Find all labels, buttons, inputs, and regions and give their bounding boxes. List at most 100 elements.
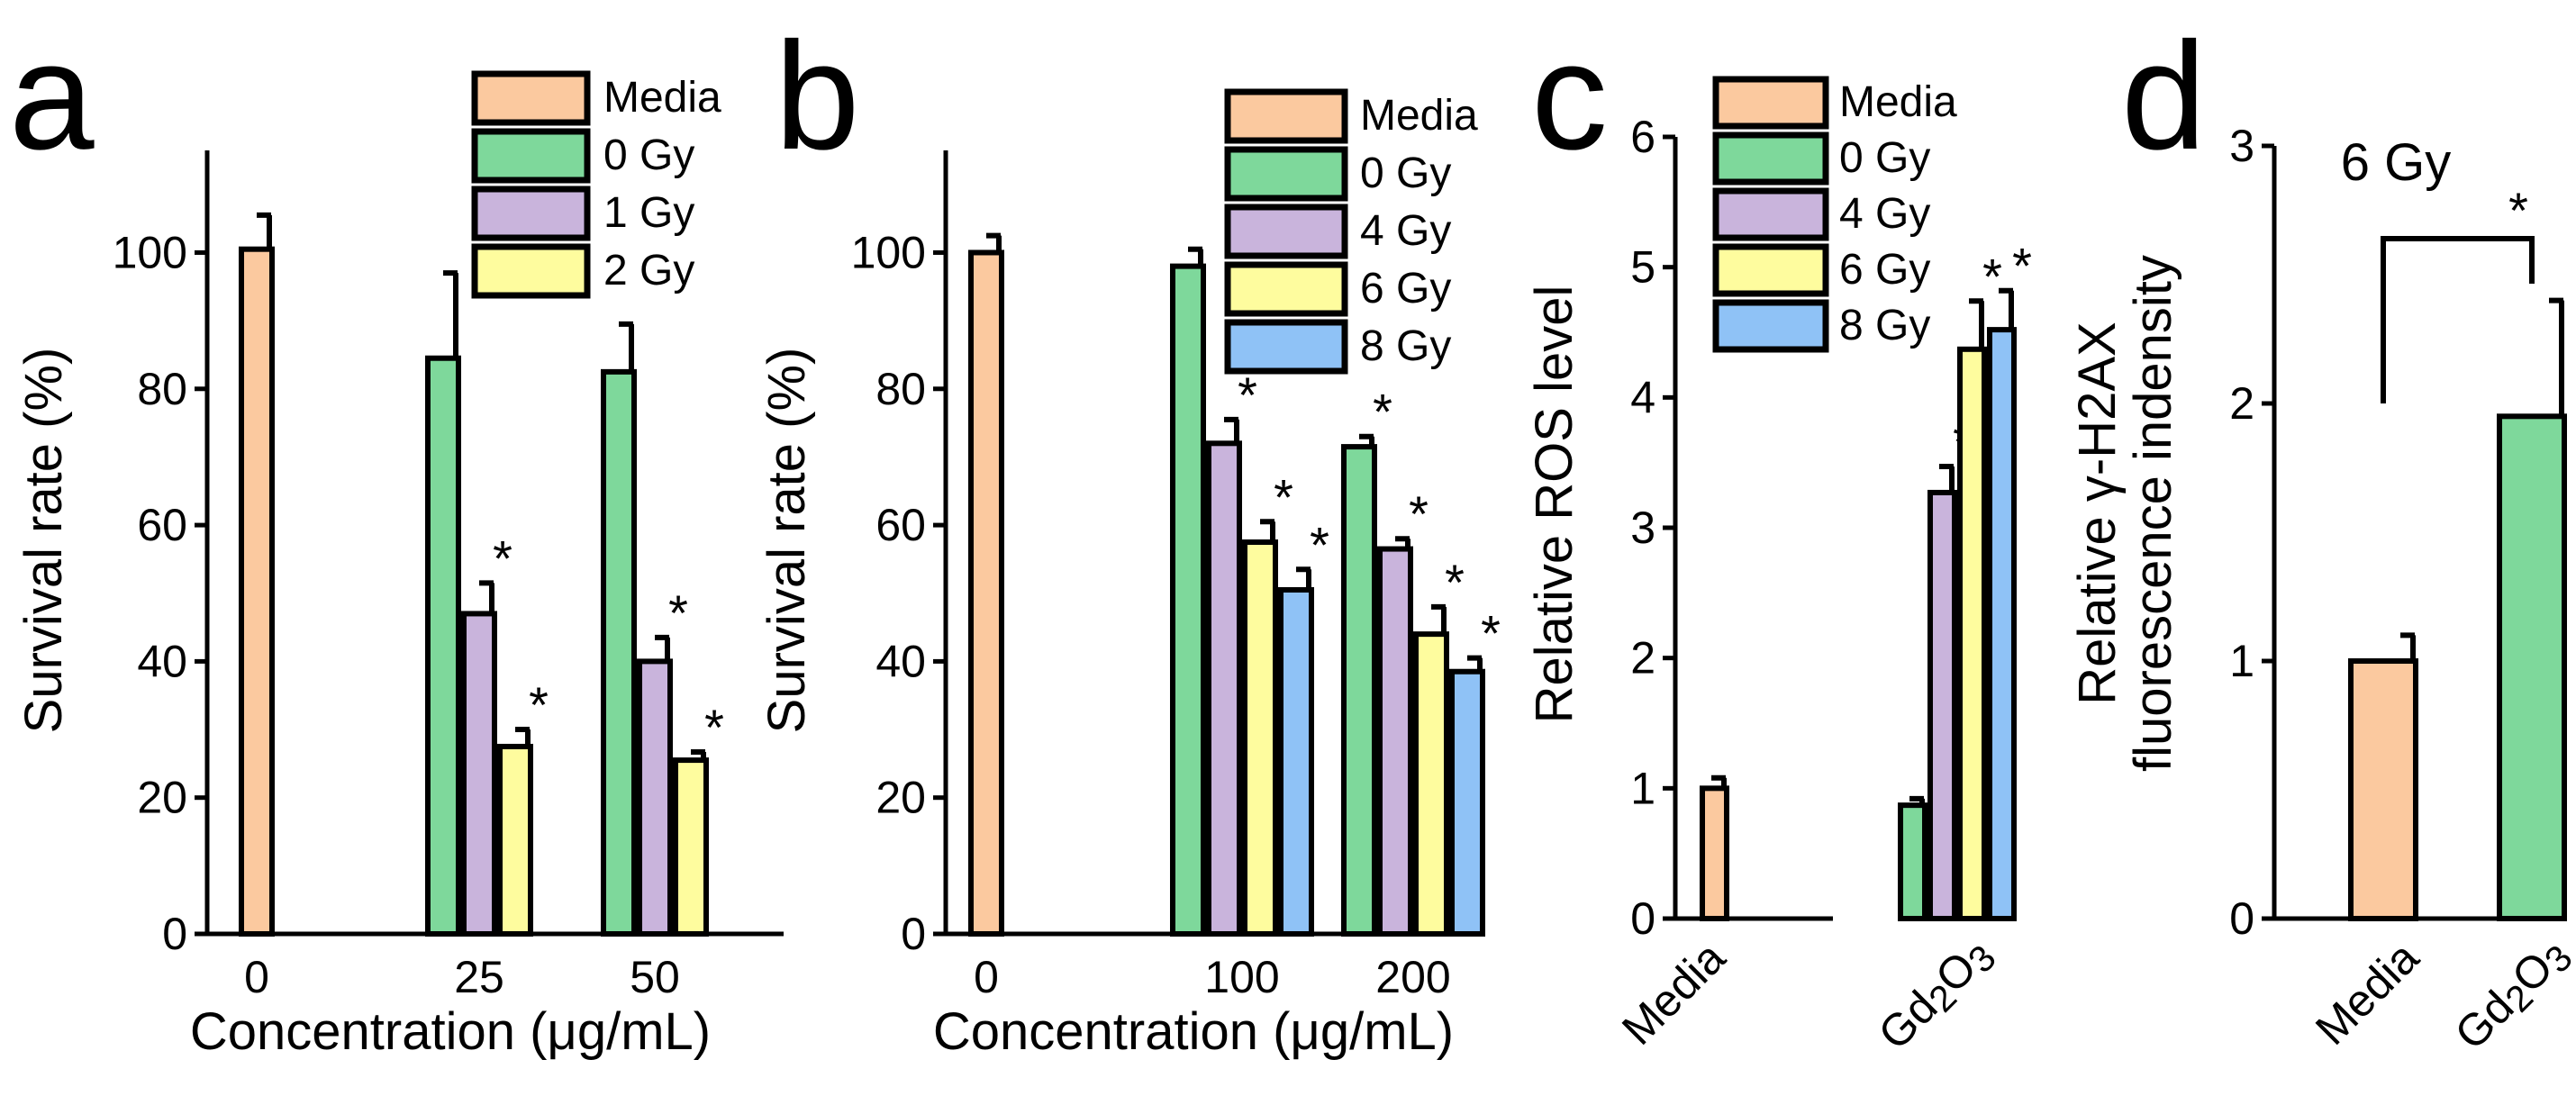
y-tick-label: 0	[162, 909, 187, 959]
error-bar	[1395, 536, 1410, 549]
significance-star: *	[1274, 468, 1293, 525]
legend-label: 0 Gy	[1839, 134, 1930, 182]
legend: Media 0 Gy 4 Gy 6 Gy 8 Gy	[1224, 88, 1478, 375]
legend-label: 6 Gy	[1360, 265, 1451, 312]
x-tick-label: Media	[2306, 932, 2428, 1055]
error-bar	[1939, 464, 1955, 493]
bar-media	[239, 246, 275, 937]
y-axis-label: Relative ROS level	[1525, 285, 1583, 724]
legend-label: Media	[1839, 78, 1957, 126]
panel-a: a 0 20 40 60 80 100 Survival rate (%) 0 * * 25 * * 50C…	[9, 11, 784, 1061]
x-tick-label: 0	[974, 952, 999, 1002]
bar-4-gy	[1206, 440, 1242, 937]
y-tick-label: 80	[137, 364, 187, 414]
bar-0-gy	[2497, 413, 2567, 921]
y-tick-label: 5	[1630, 242, 1655, 293]
x-tick-label: 100	[1204, 952, 1279, 1002]
legend-swatch	[1712, 131, 1829, 186]
chart-title: 6 Gy	[2341, 133, 2452, 192]
bar-0-gy	[1341, 444, 1377, 937]
significance-star: *	[1310, 516, 1329, 573]
significance-star: *	[668, 584, 688, 641]
error-bar	[2400, 632, 2416, 661]
y-tick-label: 20	[875, 773, 926, 823]
bar-1-gy	[461, 611, 497, 937]
significance-star: *	[2012, 238, 2032, 294]
bar-2-gy	[497, 743, 533, 937]
y-tick-label: 6	[1630, 112, 1655, 162]
panel-letter-a: a	[9, 11, 95, 182]
error-bar	[1359, 433, 1374, 448]
bar-8-gy	[1449, 668, 1485, 937]
legend-label: 0 Gy	[603, 131, 694, 179]
legend-label: 8 Gy	[1839, 302, 1930, 349]
legend-swatch	[471, 70, 591, 126]
error-bar	[655, 634, 670, 662]
legend-swatch	[1224, 146, 1348, 202]
legend-label: 1 Gy	[603, 189, 694, 237]
bar-6-gy	[1957, 346, 1987, 922]
error-bar	[479, 580, 494, 614]
legend-swatch	[1712, 76, 1829, 130]
y-axis-label: Relative γ-H2AX	[2068, 322, 2127, 704]
error-bar	[515, 727, 531, 747]
legend-label: 8 Gy	[1360, 322, 1451, 370]
bar-8-gy	[1987, 327, 2017, 921]
y-tick-label: 0	[901, 909, 926, 959]
x-tick-label: 50	[630, 952, 680, 1002]
panel-letter-b: b	[775, 11, 860, 182]
significance-star: *	[2508, 182, 2528, 239]
bar-media	[1700, 785, 1729, 921]
bar-4-gy	[1927, 489, 1957, 921]
legend-label: 2 Gy	[603, 247, 694, 294]
error-bar	[1188, 246, 1203, 267]
error-bar	[257, 212, 272, 249]
error-bar	[1260, 519, 1275, 542]
legend-swatch	[1224, 261, 1348, 317]
y-tick-label: 100	[851, 227, 926, 277]
y-tick-label: 3	[1630, 503, 1655, 553]
significance-star: *	[1409, 485, 1429, 542]
bar-6-gy	[1242, 539, 1278, 937]
legend-swatch	[1224, 204, 1348, 259]
bar-1-gy	[637, 658, 673, 937]
significance-star: *	[1445, 554, 1465, 611]
y-axis-label: Survival rate (%)	[757, 348, 816, 734]
bar-4-gy	[1377, 546, 1413, 937]
legend-swatch	[1224, 88, 1348, 144]
error-bar	[2549, 297, 2564, 417]
y-tick-label: 80	[875, 364, 926, 414]
x-tick-label: Gd2O3	[1869, 928, 2004, 1063]
y-tick-label: 60	[875, 500, 926, 550]
legend-swatch	[1712, 243, 1829, 297]
error-bar	[1431, 603, 1447, 635]
x-axis-label: Concentration (μg/mL)	[190, 1002, 711, 1061]
legend-swatch	[1712, 299, 1829, 353]
bar-0-gy	[425, 355, 461, 937]
y-axis-label: Survival rate (%)	[14, 348, 73, 734]
panel-letter-c: c	[1531, 11, 1608, 182]
x-tick-label: 200	[1375, 952, 1450, 1002]
y-tick-label: 2	[2229, 378, 2254, 429]
error-bar	[1467, 655, 1483, 672]
error-bar	[986, 232, 1002, 253]
legend-swatch	[471, 243, 591, 299]
y-tick-label: 3	[2229, 121, 2254, 171]
x-tick-label: 0	[244, 952, 269, 1002]
legend-swatch	[471, 128, 591, 184]
y-tick-label: 0	[2229, 893, 2254, 944]
y-tick-label: 4	[1630, 372, 1655, 422]
legend-label: 6 Gy	[1839, 246, 1930, 294]
bar-0-gy	[1898, 802, 1927, 922]
significance-star: *	[704, 699, 724, 756]
x-axis-label: Concentration (μg/mL)	[933, 1002, 1454, 1061]
bar-8-gy	[1278, 586, 1314, 937]
y-tick-label: 60	[137, 500, 187, 550]
significance-star: *	[493, 530, 512, 586]
x-tick-label: Gd2O3	[2445, 928, 2576, 1063]
significance-star: *	[1373, 384, 1392, 440]
legend-label: Media	[1360, 92, 1478, 140]
panel-letter-d: d	[2121, 11, 2207, 182]
y-tick-label: 2	[1630, 633, 1655, 684]
